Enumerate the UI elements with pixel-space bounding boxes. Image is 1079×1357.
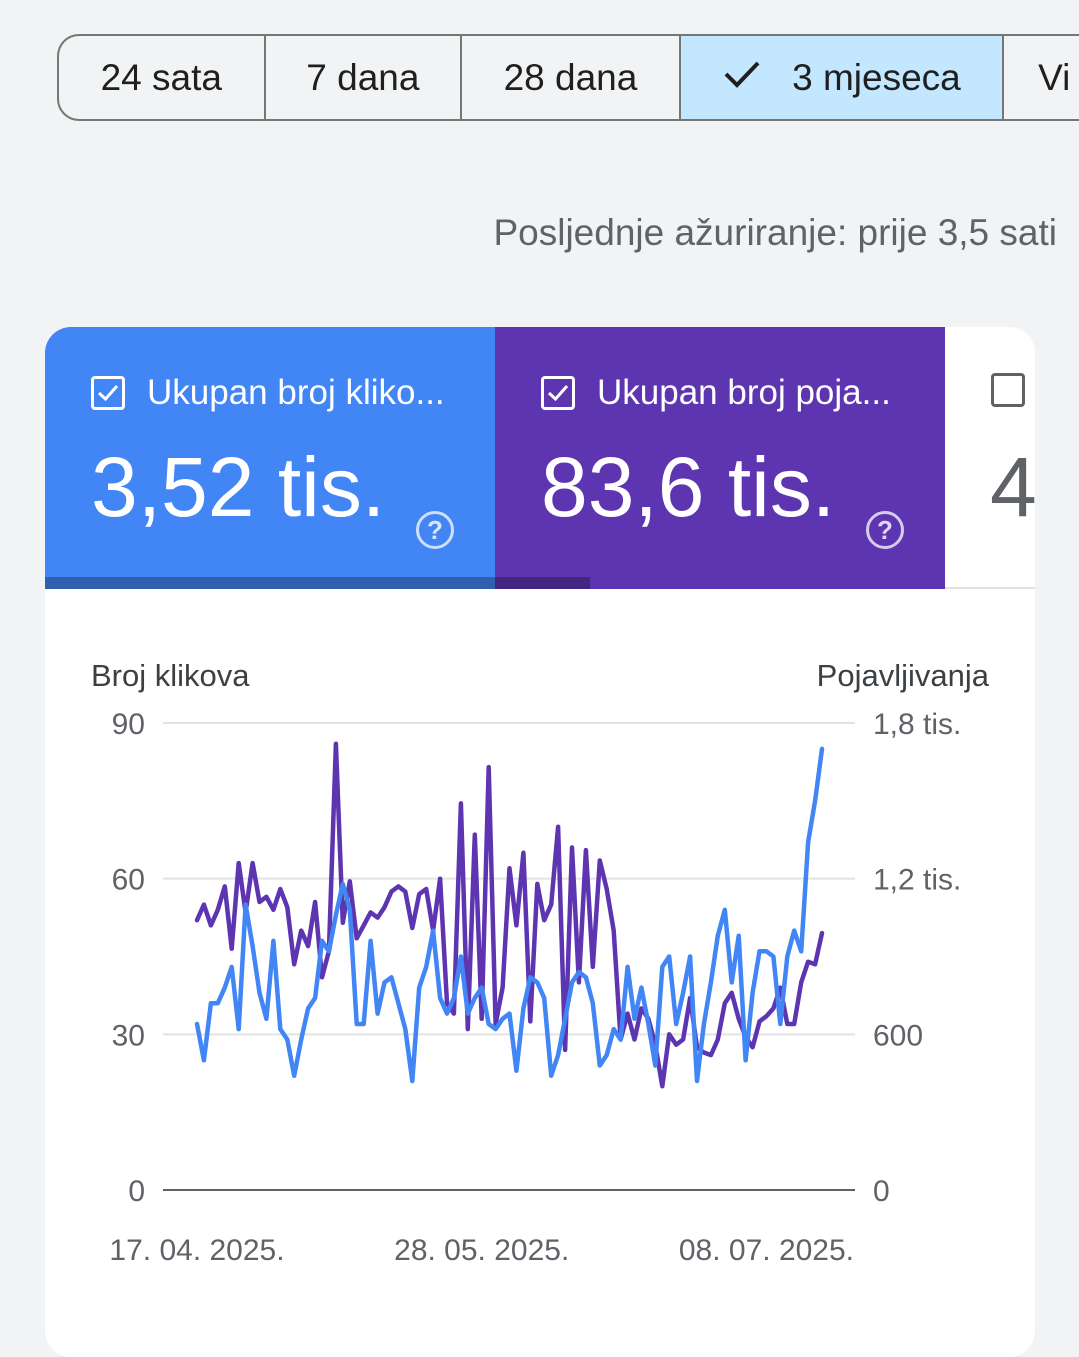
range-option-28d[interactable]: 28 dana xyxy=(462,36,681,119)
help-circle-icon[interactable]: ? xyxy=(416,511,454,549)
metric-tile-partial[interactable]: 4 xyxy=(945,327,1035,589)
series-line-impressions xyxy=(194,741,825,1089)
last-updated-text: Posljednje ažuriranje: prije 3,5 sati xyxy=(493,212,1057,253)
y-tick-left: 30 xyxy=(112,1019,145,1052)
y-tick-right: 1,8 tis. xyxy=(873,708,961,741)
y-axis-label-left: Broj klikova xyxy=(91,658,250,693)
metric-value-clicks: 3,52 tis. xyxy=(91,440,386,534)
x-tick-label: 28. 05. 2025. xyxy=(394,1234,569,1267)
range-option-more[interactable]: Vi xyxy=(1038,56,1071,98)
metric-value-impressions: 83,6 tis. xyxy=(541,440,836,534)
y-tick-right: 0 xyxy=(873,1175,890,1208)
performance-chart: Broj klikova Pojavljivanja 0 0 30 600 60 1,2 … xyxy=(91,658,990,1267)
range-option-7d[interactable]: 7 dana xyxy=(266,36,463,119)
range-option-3m[interactable]: 3 mjeseca xyxy=(680,36,1005,119)
metric-value-partial: 4 xyxy=(990,440,1035,534)
checkbox-checked-icon[interactable] xyxy=(91,376,125,410)
y-tick-left: 0 xyxy=(128,1175,145,1208)
x-tick-label: 08. 07. 2025. xyxy=(679,1234,854,1267)
x-tick-label: 17. 04. 2025. xyxy=(109,1234,284,1267)
y-axis-label-right: Pojavljivanja xyxy=(817,658,990,693)
series-line-clicks xyxy=(194,746,825,1084)
y-tick-right: 600 xyxy=(873,1019,923,1052)
date-range-selector: 24 sata 7 dana 28 dana 3 mjeseca Vi xyxy=(57,34,1079,121)
metric-label-clicks: Ukupan broj kliko... xyxy=(147,373,445,412)
metric-tile-clicks[interactable]: Ukupan broj kliko... 3,52 tis. ? xyxy=(45,327,495,589)
selected-tab-indicator xyxy=(45,577,590,589)
checkbox-unchecked-icon[interactable] xyxy=(991,373,1025,407)
metric-tile-impressions[interactable]: Ukupan broj poja... 83,6 tis. ? xyxy=(495,327,945,589)
checkbox-checked-icon[interactable] xyxy=(541,376,575,410)
check-icon xyxy=(722,57,762,99)
range-option-24h[interactable]: 24 sata xyxy=(59,36,266,119)
metric-label-impressions: Ukupan broj poja... xyxy=(597,373,891,412)
y-tick-left: 60 xyxy=(112,864,145,897)
y-tick-left: 90 xyxy=(112,708,145,741)
y-tick-right: 1,2 tis. xyxy=(873,864,961,897)
help-circle-icon[interactable]: ? xyxy=(866,511,904,549)
performance-card: Ukupan broj kliko... 3,52 tis. ? Ukupan … xyxy=(45,327,1035,1357)
